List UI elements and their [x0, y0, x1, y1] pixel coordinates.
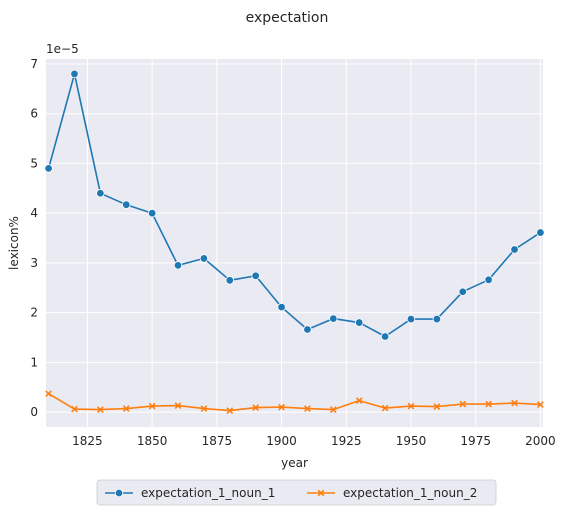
x-tick-label: 1825 [72, 434, 103, 448]
y-tick-label: 3 [30, 256, 38, 270]
data-point [147, 208, 157, 218]
legend-label: expectation_1_noun_1 [141, 486, 275, 500]
y-axis-label: lexicon% [7, 216, 21, 270]
data-point [433, 403, 441, 410]
data-point [122, 405, 130, 412]
legend-marker [114, 488, 124, 498]
series-line-expectation_1_noun_1 [47, 73, 541, 338]
y-tick-label: 7 [30, 57, 38, 71]
plot-area [46, 59, 543, 427]
data-point [432, 314, 442, 324]
legend-item-expectation_1_noun_2: expectation_1_noun_2 [307, 486, 477, 500]
data-point [510, 245, 519, 254]
data-point [406, 314, 416, 324]
data-point [226, 407, 234, 414]
series-expectation_1_noun_2 [45, 390, 544, 414]
y-axis-multiplier: 1e−5 [46, 42, 79, 56]
data-point [329, 406, 337, 413]
data-point [458, 287, 467, 296]
y-tick-label: 0 [30, 405, 38, 419]
data-point [380, 332, 390, 341]
data-point [484, 275, 493, 284]
legend-marker [317, 489, 325, 497]
x-tick-label: 1950 [396, 434, 427, 448]
data-point [278, 403, 285, 411]
data-point [45, 390, 52, 398]
grid-lines [46, 59, 543, 427]
x-tick-label: 2000 [525, 434, 556, 448]
data-point [277, 302, 286, 312]
data-point [381, 404, 389, 412]
y-tick-label: 5 [30, 156, 38, 170]
legend-label: expectation_1_noun_2 [343, 486, 477, 500]
data-point [536, 228, 545, 237]
x-tick-label: 1900 [266, 434, 297, 448]
data-point [459, 400, 467, 408]
data-point [96, 406, 104, 413]
legend-box [96, 479, 497, 506]
series-line-expectation_1_noun_2 [48, 393, 541, 412]
data-point [251, 271, 260, 281]
data-point [537, 401, 544, 408]
data-point [173, 261, 183, 270]
data-point [485, 400, 493, 408]
data-point [329, 314, 338, 323]
data-point [200, 405, 208, 412]
data-point [303, 325, 312, 334]
legend-item-expectation_1_noun_1: expectation_1_noun_1 [105, 486, 275, 500]
x-axis-label: year [281, 456, 308, 470]
data-point [199, 254, 209, 263]
y-tick-label: 4 [30, 206, 38, 220]
x-tick-label: 1925 [331, 434, 362, 448]
chart-title: expectation [246, 10, 329, 26]
series-layer [44, 69, 545, 414]
y-axis-ticks: 0 1 2 3 4 5 6 7 [30, 57, 38, 419]
data-point [96, 189, 105, 198]
data-point [148, 402, 156, 410]
data-point [407, 402, 415, 410]
y-tick-label: 2 [30, 306, 38, 320]
x-tick-label: 1875 [202, 434, 233, 448]
x-axis-ticks: 1825 1850 1875 1900 1925 1950 1975 2000 [72, 434, 556, 448]
data-point [174, 402, 182, 409]
data-point [252, 404, 260, 411]
x-tick-label: 1975 [460, 434, 491, 448]
legend: expectation_1_noun_1 expectation_1_noun_2 [96, 479, 497, 506]
series-expectation_1_noun_1 [44, 69, 545, 341]
data-point [44, 164, 53, 173]
y-tick-label: 6 [30, 107, 38, 121]
data-point [225, 276, 234, 285]
data-point [355, 397, 363, 405]
data-point [70, 69, 79, 79]
data-point [355, 318, 364, 327]
data-point [511, 399, 518, 407]
data-point [304, 405, 311, 412]
data-point [71, 405, 78, 413]
y-tick-label: 1 [30, 355, 38, 369]
data-point [122, 200, 131, 209]
x-tick-label: 1850 [137, 434, 168, 448]
